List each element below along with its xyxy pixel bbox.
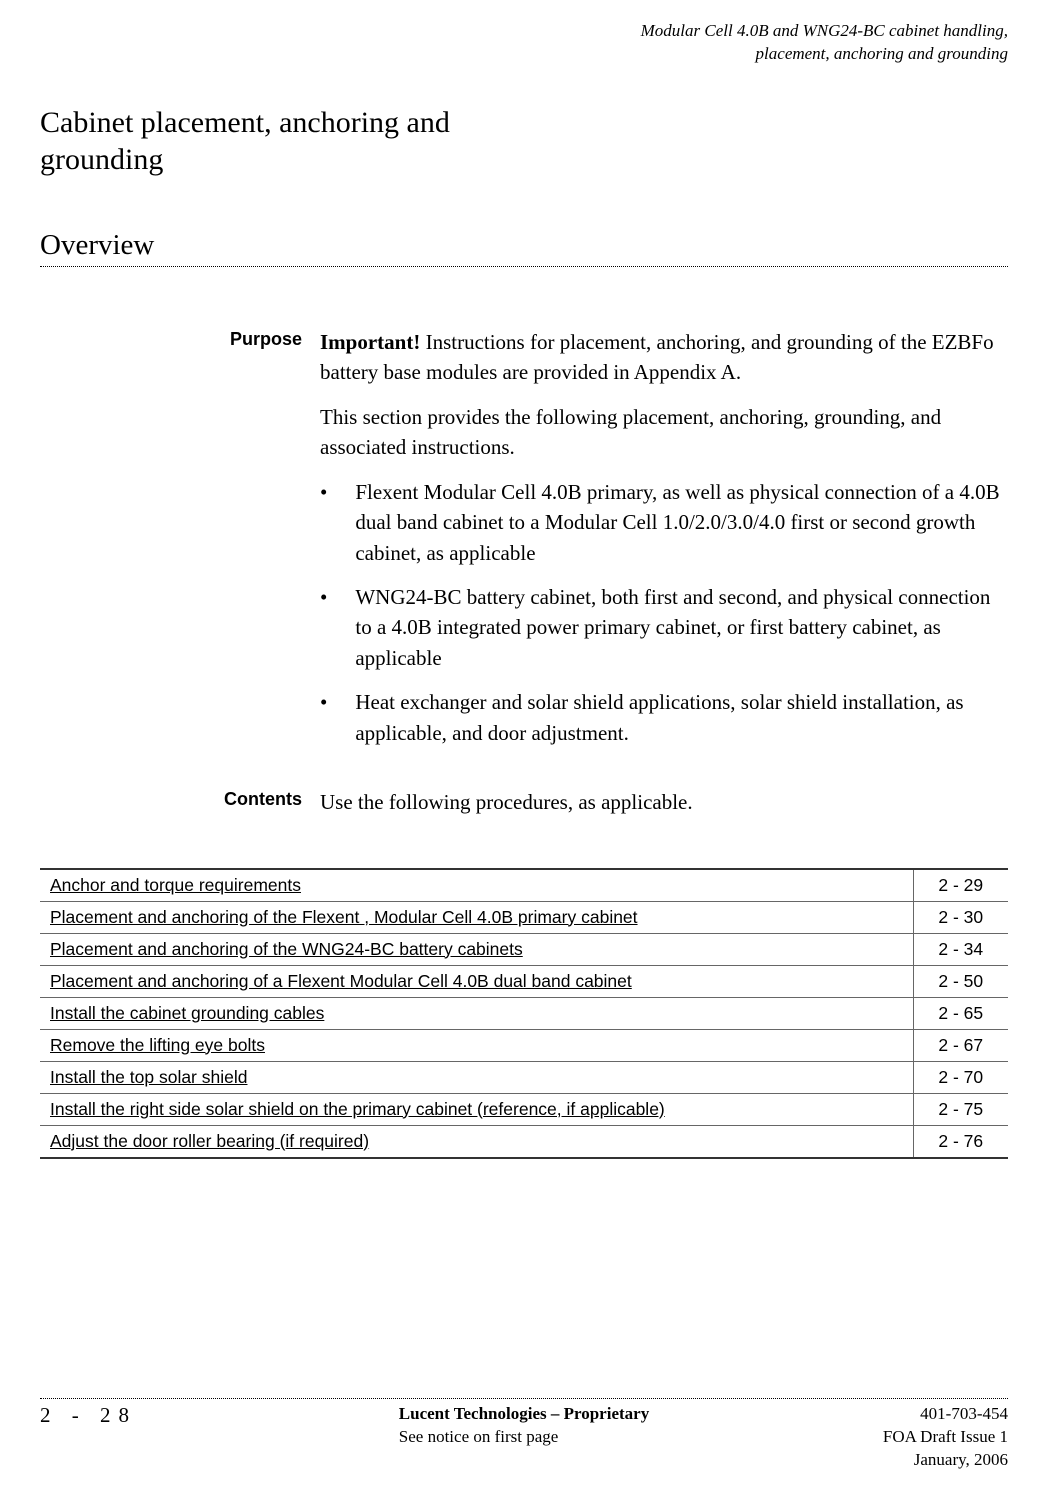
section-divider	[40, 266, 1008, 267]
toc-title[interactable]: Install the cabinet grounding cables	[40, 997, 913, 1029]
toc-page: 2 - 30	[913, 901, 1008, 933]
footer-page-number: 2 - 28	[40, 1403, 240, 1428]
purpose-body: Important! Instructions for placement, a…	[320, 327, 1008, 762]
toc-row: Placement and anchoring of the Flexent ,…	[40, 901, 1008, 933]
important-text: Instructions for placement, anchoring, a…	[320, 330, 994, 384]
header-line-1: Modular Cell 4.0B and WNG24-BC cabinet h…	[40, 20, 1008, 43]
footer-notice: See notice on first page	[399, 1426, 649, 1449]
purpose-important: Important! Instructions for placement, a…	[320, 327, 1008, 388]
toc-page: 2 - 50	[913, 965, 1008, 997]
overview-heading: Overview	[40, 229, 1008, 262]
toc-row: Install the right side solar shield on t…	[40, 1093, 1008, 1125]
toc-table: Anchor and torque requirements2 - 29Plac…	[40, 868, 1008, 1159]
toc-page: 2 - 76	[913, 1125, 1008, 1158]
bullet-text: WNG24-BC battery cabinet, both first and…	[355, 582, 1008, 673]
toc-row: Install the cabinet grounding cables2 - …	[40, 997, 1008, 1029]
important-label: Important!	[320, 330, 420, 354]
toc-title[interactable]: Install the top solar shield	[40, 1061, 913, 1093]
toc-page: 2 - 34	[913, 933, 1008, 965]
contents-section: Contents Use the following procedures, a…	[40, 787, 1008, 831]
toc-title[interactable]: Remove the lifting eye bolts	[40, 1029, 913, 1061]
toc-title[interactable]: Placement and anchoring of a Flexent Mod…	[40, 965, 913, 997]
footer-divider	[40, 1398, 1008, 1399]
toc-page: 2 - 67	[913, 1029, 1008, 1061]
purpose-label: Purpose	[40, 327, 320, 762]
toc-title[interactable]: Anchor and torque requirements	[40, 869, 913, 902]
running-header: Modular Cell 4.0B and WNG24-BC cabinet h…	[40, 20, 1008, 66]
footer-row: 2 - 28 Lucent Technologies – Proprietary…	[40, 1403, 1008, 1472]
toc-title[interactable]: Install the right side solar shield on t…	[40, 1093, 913, 1125]
bullet-text: Heat exchanger and solar shield applicat…	[355, 687, 1008, 748]
toc-title[interactable]: Placement and anchoring of the Flexent ,…	[40, 901, 913, 933]
bullet-item: WNG24-BC battery cabinet, both first and…	[320, 582, 1008, 673]
toc-page: 2 - 65	[913, 997, 1008, 1029]
bullet-item: Heat exchanger and solar shield applicat…	[320, 687, 1008, 748]
footer-date: January, 2006	[808, 1449, 1008, 1472]
toc-title[interactable]: Adjust the door roller bearing (if requi…	[40, 1125, 913, 1158]
toc-page: 2 - 75	[913, 1093, 1008, 1125]
header-line-2: placement, anchoring and grounding	[40, 43, 1008, 66]
toc-row: Adjust the door roller bearing (if requi…	[40, 1125, 1008, 1158]
contents-intro: Use the following procedures, as applica…	[320, 787, 1008, 817]
page-footer: 2 - 28 Lucent Technologies – Proprietary…	[40, 1398, 1008, 1472]
footer-doc-number: 401-703-454	[808, 1403, 1008, 1426]
title-line-2: grounding	[40, 143, 163, 176]
toc-row: Remove the lifting eye bolts2 - 67	[40, 1029, 1008, 1061]
contents-body: Use the following procedures, as applica…	[320, 787, 1008, 831]
footer-right: 401-703-454 FOA Draft Issue 1 January, 2…	[808, 1403, 1008, 1472]
purpose-bullets: Flexent Modular Cell 4.0B primary, as we…	[320, 477, 1008, 749]
page-title: Cabinet placement, anchoring and groundi…	[40, 104, 1008, 179]
purpose-section: Purpose Important! Instructions for plac…	[40, 327, 1008, 762]
footer-proprietary: Lucent Technologies – Proprietary	[399, 1403, 649, 1426]
bullet-item: Flexent Modular Cell 4.0B primary, as we…	[320, 477, 1008, 568]
footer-center: Lucent Technologies – Proprietary See no…	[399, 1403, 649, 1449]
toc-page: 2 - 29	[913, 869, 1008, 902]
toc-page: 2 - 70	[913, 1061, 1008, 1093]
toc-row: Placement and anchoring of a Flexent Mod…	[40, 965, 1008, 997]
toc-row: Anchor and torque requirements2 - 29	[40, 869, 1008, 902]
contents-label: Contents	[40, 787, 320, 831]
toc-title[interactable]: Placement and anchoring of the WNG24-BC …	[40, 933, 913, 965]
toc-row: Install the top solar shield2 - 70	[40, 1061, 1008, 1093]
footer-issue: FOA Draft Issue 1	[808, 1426, 1008, 1449]
purpose-intro: This section provides the following plac…	[320, 402, 1008, 463]
bullet-text: Flexent Modular Cell 4.0B primary, as we…	[355, 477, 1008, 568]
title-line-1: Cabinet placement, anchoring and	[40, 106, 450, 139]
toc-row: Placement and anchoring of the WNG24-BC …	[40, 933, 1008, 965]
